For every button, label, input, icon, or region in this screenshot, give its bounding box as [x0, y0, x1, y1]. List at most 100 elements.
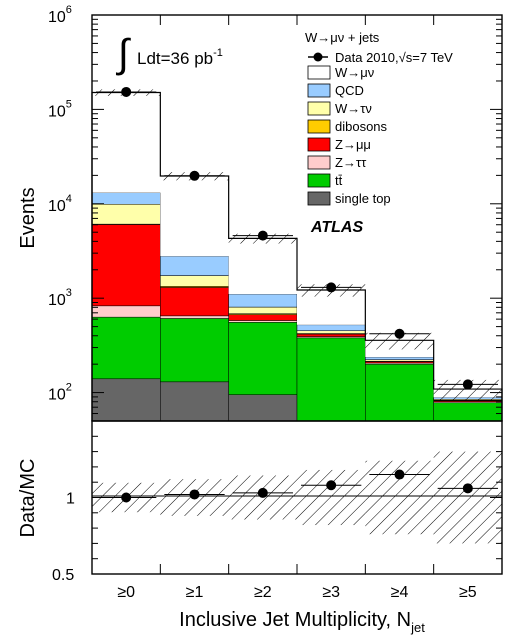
y-tick-label-4: 106	[48, 4, 72, 26]
top-y-axis: 102 103 104 105 106	[48, 4, 502, 422]
bar-w--1	[160, 176, 229, 257]
uncertainty-band-4	[365, 332, 434, 350]
bar-single-top-2	[228, 394, 298, 422]
bar-z--0	[91, 224, 161, 307]
luminosity-exponent: -1	[213, 47, 223, 59]
bar-z--1	[160, 287, 229, 317]
x-tick-label-3: ≥3	[322, 584, 340, 601]
legend-title: W→μν + jets	[305, 30, 380, 45]
svg-text:Ldt=36 pb-1: Ldt=36 pb-1	[137, 47, 223, 68]
legend-data-name: Data 2010,	[335, 50, 399, 65]
bar-w--0	[91, 203, 161, 225]
x-axis-title-subscript: jet	[410, 620, 425, 635]
x-axis-title: Inclusive Jet Multiplicity, Njet	[179, 609, 425, 635]
bar-single-top-1	[160, 381, 229, 422]
bar-w--1	[160, 275, 229, 287]
legend-swatch-1	[307, 83, 331, 98]
luminosity-label: ∫ Ldt=36 pb-1	[116, 32, 223, 76]
bar-qcd-0	[91, 192, 161, 205]
bar-tt--0	[91, 316, 161, 380]
legend-swatch-7	[307, 191, 331, 206]
y-tick-label-1: 103	[48, 287, 72, 309]
legend-label-1: QCD	[335, 83, 364, 98]
data-point-2	[257, 230, 268, 241]
bar-z--1	[160, 315, 229, 319]
y-tick-label-0: 102	[48, 382, 72, 404]
x-tick-label-4: ≥4	[391, 584, 409, 601]
ratio-point-1	[189, 489, 200, 500]
bar-tt--2	[228, 322, 298, 395]
legend-swatch-6	[307, 173, 331, 188]
legend-label-4: Z→μμ	[335, 137, 371, 152]
x-tick-label-1: ≥1	[186, 584, 204, 601]
bar-z--2	[228, 320, 298, 323]
legend-swatch-4	[307, 137, 331, 152]
bar-w--2	[228, 306, 298, 314]
bar-w--2	[228, 238, 297, 295]
x-axis: ≥0 ≥1 ≥2 ≥3 ≥4 ≥5	[117, 15, 477, 601]
bar-qcd-1	[160, 255, 229, 276]
legend-label-0: W→μν	[335, 65, 374, 80]
data-point-3	[326, 282, 337, 293]
ratio-point-0	[121, 492, 132, 503]
legend-label-3: dibosons	[335, 119, 388, 134]
legend-swatch-2	[307, 101, 331, 116]
bar-z--0	[91, 305, 161, 318]
ratio-y-tick-label-0: 0.5	[52, 567, 74, 584]
ratio-panel: 0.5 1 ≥0 ≥1 ≥2 ≥3 ≥4 ≥5	[52, 15, 503, 601]
bar-single-top-0	[91, 378, 161, 422]
bar-tt--5	[433, 402, 503, 422]
x-axis-title-text: Inclusive Jet Multiplicity, N	[179, 609, 411, 631]
bar-qcd-4	[365, 356, 434, 360]
legend-label-2: W→τν	[335, 101, 372, 116]
bar-tt--4	[365, 363, 434, 422]
ratio-plot-frame	[91, 420, 503, 575]
x-tick-label-2: ≥2	[254, 584, 272, 601]
x-tick-label-5: ≥5	[459, 584, 477, 601]
svg-text:Data 2010,√s=7 TeV: Data 2010,√s=7 TeV	[335, 50, 453, 65]
bar-qcd-3	[296, 324, 366, 331]
uncertainty-band-5	[433, 379, 502, 401]
bar-tt--1	[160, 318, 229, 383]
bar-z--3	[296, 333, 366, 337]
ratio-point-2	[257, 487, 268, 498]
legend-swatch-3	[307, 119, 331, 134]
ratio-point-3	[326, 480, 337, 491]
main-plot-panel: 102 103 104 105 106 ∫ Ldt=36 pb-1 ATLAS W→μν…	[48, 4, 503, 422]
ratio-point-5	[462, 483, 473, 494]
y-axis-title: Events	[17, 187, 39, 248]
atlas-label: ATLAS	[310, 219, 363, 236]
legend-swatch-0	[307, 65, 331, 80]
x-tick-label-0: ≥0	[117, 584, 135, 601]
legend-label-5: Z→ττ	[335, 155, 367, 170]
bar-tt--3	[296, 337, 366, 422]
data-point-0	[121, 86, 132, 97]
y-tick-label-2: 104	[48, 193, 72, 215]
legend: W→μν + jets Data 2010,√s=7 TeV W→μνQCDW→…	[305, 30, 453, 206]
legend-series-entries: W→μν QCD W→τν dibosons Z→μμ Z→ττ tt̄ single top	[307, 65, 391, 206]
legend-data-marker	[313, 52, 323, 62]
data-point-4	[394, 328, 405, 339]
data-point-5	[462, 379, 473, 390]
ratio-y-tick-label-1: 1	[66, 491, 75, 508]
ratio-points	[96, 469, 498, 503]
legend-label-7: single top	[335, 191, 391, 206]
ratio-point-4	[394, 469, 405, 480]
bar-w--0	[92, 92, 161, 193]
ratio-band-3	[297, 469, 366, 526]
legend-label-6: tt̄	[335, 173, 343, 188]
ratio-axis-title: Data/MC	[17, 459, 39, 538]
legend-entry-data: Data 2010,√s=7 TeV	[308, 50, 453, 65]
data-points	[96, 86, 498, 390]
y-tick-label-3: 105	[48, 98, 72, 120]
legend-swatch-5	[307, 155, 331, 170]
bar-w--3	[296, 330, 366, 334]
integral-sign: ∫	[116, 32, 132, 76]
legend-data-energy: s=7 TeV	[406, 50, 453, 65]
luminosity-text: Ldt=36 pb	[137, 49, 213, 68]
sqrt-sign: √	[399, 50, 407, 65]
data-point-1	[189, 170, 200, 181]
bar-qcd-2	[228, 293, 298, 308]
stacked-histogram	[91, 91, 503, 422]
